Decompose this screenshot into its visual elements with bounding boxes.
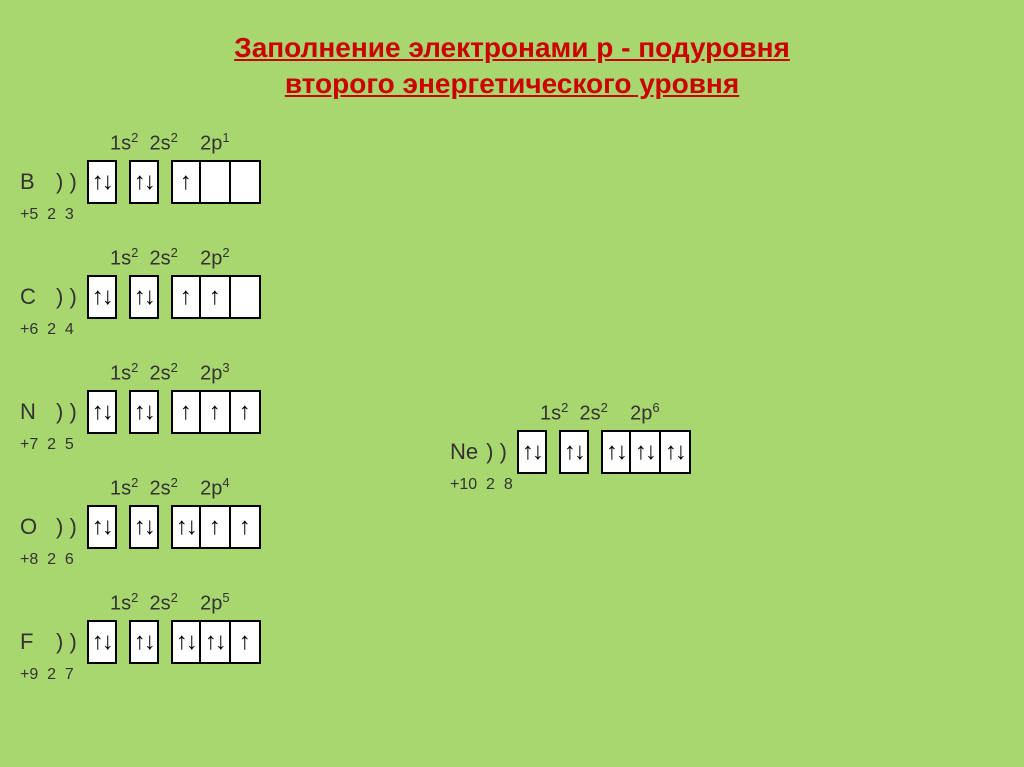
orbital-box (201, 160, 231, 204)
orbital-box (171, 160, 201, 204)
orbital-group (517, 430, 547, 474)
element-block-b: 1s2 2s2 2p1 B ) ) +5 2 3 (20, 130, 273, 224)
shell-notation: ) ) (56, 284, 77, 310)
title-line-2: второго энергетического уровня (285, 68, 739, 99)
orbital-box (517, 430, 547, 474)
orbital-box (129, 390, 159, 434)
element-block-n: 1s2 2s2 2p3 N ) ) +7 2 5 (20, 360, 273, 454)
orbital-box (87, 390, 117, 434)
orbital-box (87, 275, 117, 319)
page-title: Заполнение электронами р - подуровня вто… (0, 0, 1024, 103)
element-main-row: C ) ) (20, 275, 273, 319)
orbital-box (129, 160, 159, 204)
element-block-o: 1s2 2s2 2p4 O ) ) +8 2 6 (20, 475, 273, 569)
element-symbol: O (20, 514, 48, 540)
orbital-group (129, 390, 159, 434)
shell-notation: ) ) (486, 439, 507, 465)
orbital-box (201, 390, 231, 434)
orbital-group (129, 505, 159, 549)
orbital-box (661, 430, 691, 474)
element-symbol: C (20, 284, 48, 310)
shell-notation: ) ) (56, 399, 77, 425)
shell-notation: ) ) (56, 169, 77, 195)
orbital-box (201, 620, 231, 664)
orbital-group (559, 430, 589, 474)
electron-config-label: 1s2 2s2 2p4 (110, 475, 273, 501)
orbital-group (87, 160, 117, 204)
orbital-group (87, 620, 117, 664)
orbital-box (129, 275, 159, 319)
shell-notation: ) ) (56, 514, 77, 540)
orbital-group (171, 275, 261, 319)
orbital-box (231, 505, 261, 549)
element-symbol: B (20, 169, 48, 195)
orbital-group (171, 505, 261, 549)
title-line-1: Заполнение электронами р - подуровня (234, 32, 790, 63)
orbital-box (171, 390, 201, 434)
orbital-box (601, 430, 631, 474)
orbital-group (601, 430, 691, 474)
charge-label: +8 2 6 (20, 551, 273, 569)
orbital-group (129, 620, 159, 664)
element-main-row: F ) ) (20, 620, 273, 664)
electron-config-label: 1s2 2s2 2p1 (110, 130, 273, 156)
shell-notation: ) ) (56, 629, 77, 655)
element-block-ne: 1s2 2s2 2p6 Ne ) ) +10 2 8 (450, 400, 703, 494)
electron-config-label: 1s2 2s2 2p5 (110, 590, 273, 616)
orbital-box (231, 390, 261, 434)
orbital-box (201, 275, 231, 319)
orbital-box (87, 505, 117, 549)
electron-config-label: 1s2 2s2 2p3 (110, 360, 273, 386)
electron-config-label: 1s2 2s2 2p6 (540, 400, 703, 426)
orbital-group (87, 275, 117, 319)
orbital-box (231, 160, 261, 204)
element-block-c: 1s2 2s2 2p2 C ) ) +6 2 4 (20, 245, 273, 339)
orbital-box (87, 620, 117, 664)
orbital-box (129, 620, 159, 664)
charge-label: +9 2 7 (20, 666, 273, 684)
orbital-box (559, 430, 589, 474)
orbital-box (171, 620, 201, 664)
element-main-row: B ) ) (20, 160, 273, 204)
orbital-box (171, 505, 201, 549)
orbital-group (87, 390, 117, 434)
element-block-f: 1s2 2s2 2p5 F ) ) +9 2 7 (20, 590, 273, 684)
orbital-group (171, 390, 261, 434)
electron-config-label: 1s2 2s2 2p2 (110, 245, 273, 271)
element-symbol: N (20, 399, 48, 425)
element-symbol: Ne (450, 439, 478, 465)
orbital-box (231, 620, 261, 664)
charge-label: +7 2 5 (20, 436, 273, 454)
charge-label: +10 2 8 (450, 476, 703, 494)
element-symbol: F (20, 629, 48, 655)
element-main-row: O ) ) (20, 505, 273, 549)
orbital-group (129, 275, 159, 319)
orbital-group (171, 620, 261, 664)
charge-label: +6 2 4 (20, 321, 273, 339)
charge-label: +5 2 3 (20, 206, 273, 224)
orbital-box (231, 275, 261, 319)
orbital-group (87, 505, 117, 549)
element-main-row: Ne ) ) (450, 430, 703, 474)
orbital-box (87, 160, 117, 204)
orbital-box (129, 505, 159, 549)
orbital-group (171, 160, 261, 204)
orbital-box (631, 430, 661, 474)
orbital-box (171, 275, 201, 319)
element-main-row: N ) ) (20, 390, 273, 434)
orbital-group (129, 160, 159, 204)
orbital-box (201, 505, 231, 549)
